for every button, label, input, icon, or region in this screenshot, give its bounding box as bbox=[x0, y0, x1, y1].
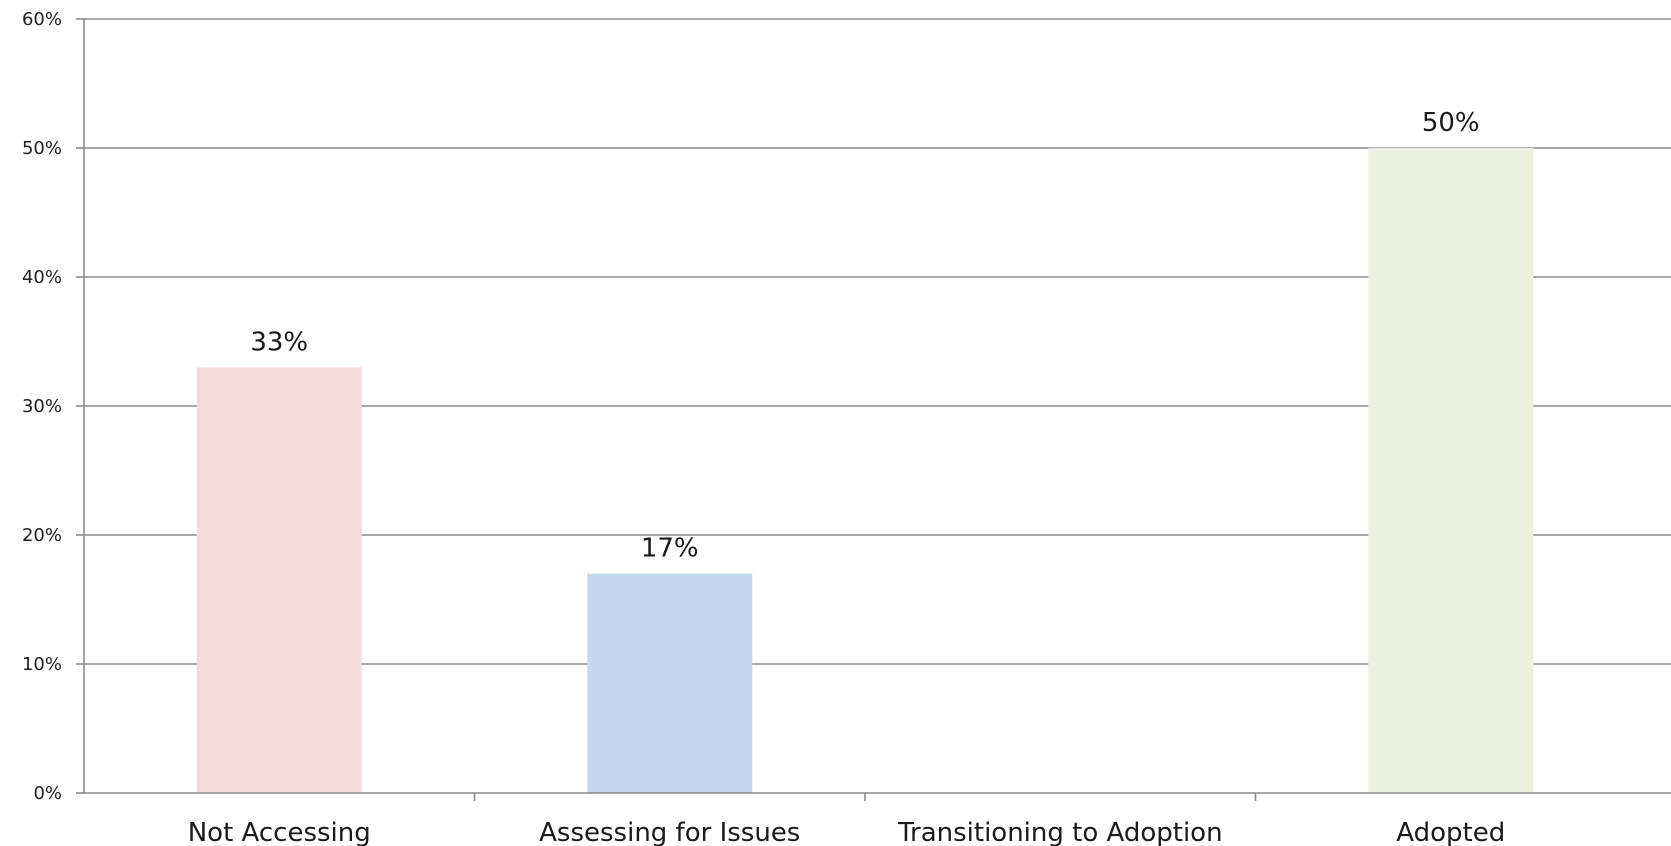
y-tick-label: 20% bbox=[22, 525, 62, 546]
bar bbox=[1368, 148, 1534, 793]
y-tick-label: 0% bbox=[33, 783, 62, 804]
y-tick-label: 50% bbox=[22, 138, 62, 159]
axes bbox=[76, 18, 1671, 801]
x-axis-category-labels: Not Accessing Assessing for Issues Transit… bbox=[188, 818, 1505, 846]
bars bbox=[196, 148, 1534, 793]
data-label: 33% bbox=[250, 327, 308, 357]
bar bbox=[196, 367, 362, 793]
data-label: 17% bbox=[641, 534, 699, 564]
data-labels: 33% 17% 50% bbox=[250, 108, 1479, 564]
y-axis-tick-labels: 0% 10% 20% 30% 40% 50% 60% bbox=[22, 9, 62, 804]
y-tick-label: 10% bbox=[22, 654, 62, 675]
bar bbox=[587, 573, 753, 793]
data-label: 50% bbox=[1422, 108, 1480, 138]
y-tick-label: 30% bbox=[22, 396, 62, 417]
x-category-label: Not Accessing bbox=[188, 818, 371, 846]
y-tick-label: 40% bbox=[22, 267, 62, 288]
x-category-label: Assessing for Issues bbox=[539, 818, 800, 846]
y-tick-label: 60% bbox=[22, 9, 62, 30]
x-category-label: Adopted bbox=[1396, 818, 1505, 846]
x-category-label: Transitioning to Adoption bbox=[897, 818, 1223, 846]
